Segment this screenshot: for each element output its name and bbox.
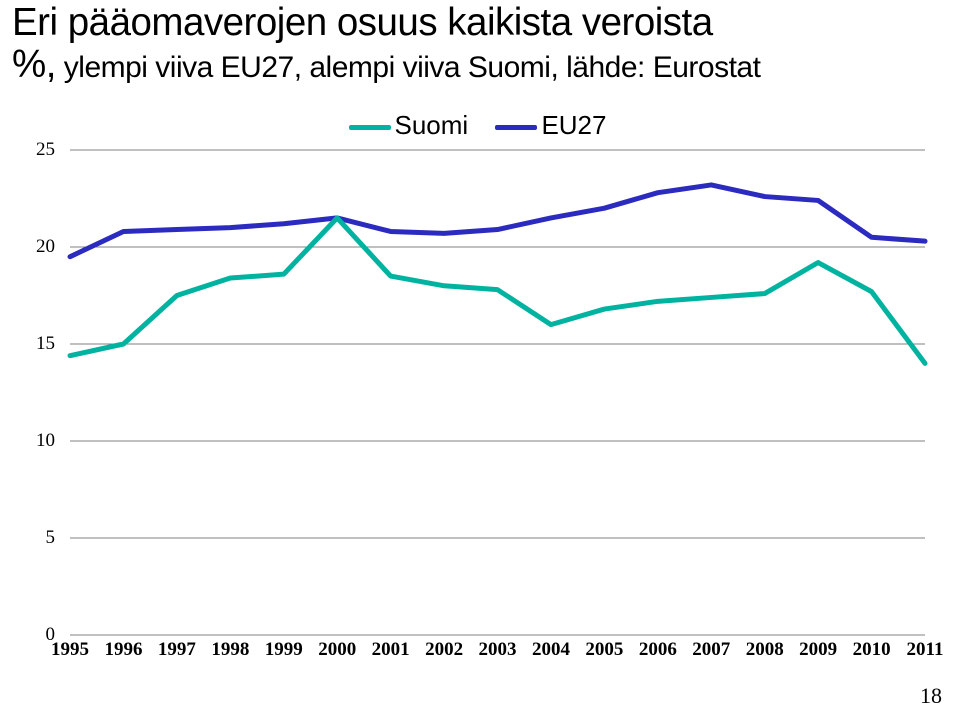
legend-swatch-eu27 [495, 125, 537, 130]
x-axis-tick: 2009 [799, 639, 837, 661]
legend-label-eu27: EU27 [541, 110, 606, 140]
legend-item-eu27: EU27 [495, 110, 606, 141]
chart-area: Suomi EU27 05101520251995199619971998199… [25, 110, 930, 670]
title-line1: Eri pääomaverojen osuus kaikista veroist… [12, 1, 713, 44]
x-axis-tick: 1999 [265, 639, 303, 661]
y-axis-tick: 25 [25, 139, 55, 161]
x-axis-tick: 2004 [532, 639, 570, 661]
x-axis-tick: 2008 [746, 639, 784, 661]
x-axis-tick: 1995 [51, 639, 89, 661]
x-axis-tick: 2003 [479, 639, 517, 661]
x-axis-tick: 1997 [158, 639, 196, 661]
x-axis-tick: 2002 [425, 639, 463, 661]
x-axis-tick: 2005 [585, 639, 623, 661]
page-title: Eri pääomaverojen osuus kaikista veroist… [12, 2, 760, 87]
x-axis-tick: 2010 [853, 639, 891, 661]
x-axis-tick: 2001 [372, 639, 410, 661]
y-axis-tick: 15 [25, 333, 55, 355]
legend-swatch-suomi [349, 125, 391, 130]
series-eu27 [70, 185, 925, 257]
x-axis-tick: 2007 [692, 639, 730, 661]
page-number: 18 [920, 683, 942, 709]
x-axis-tick: 2000 [318, 639, 356, 661]
chart-svg [25, 110, 930, 670]
y-axis-tick: 20 [25, 236, 55, 258]
y-axis-tick: 10 [25, 430, 55, 452]
title-line2a: %, [12, 43, 56, 86]
title-line2b: ylempi viiva EU27, alempi viiva Suomi, l… [56, 51, 760, 84]
chart-legend: Suomi EU27 [25, 110, 930, 141]
x-axis-tick: 2006 [639, 639, 677, 661]
x-axis-tick: 1998 [211, 639, 249, 661]
y-axis-tick: 5 [25, 527, 55, 549]
legend-label-suomi: Suomi [395, 110, 469, 140]
series-suomi [70, 218, 925, 364]
x-axis-tick: 2011 [907, 639, 944, 661]
legend-item-suomi: Suomi [349, 110, 469, 141]
x-axis-tick: 1996 [104, 639, 142, 661]
